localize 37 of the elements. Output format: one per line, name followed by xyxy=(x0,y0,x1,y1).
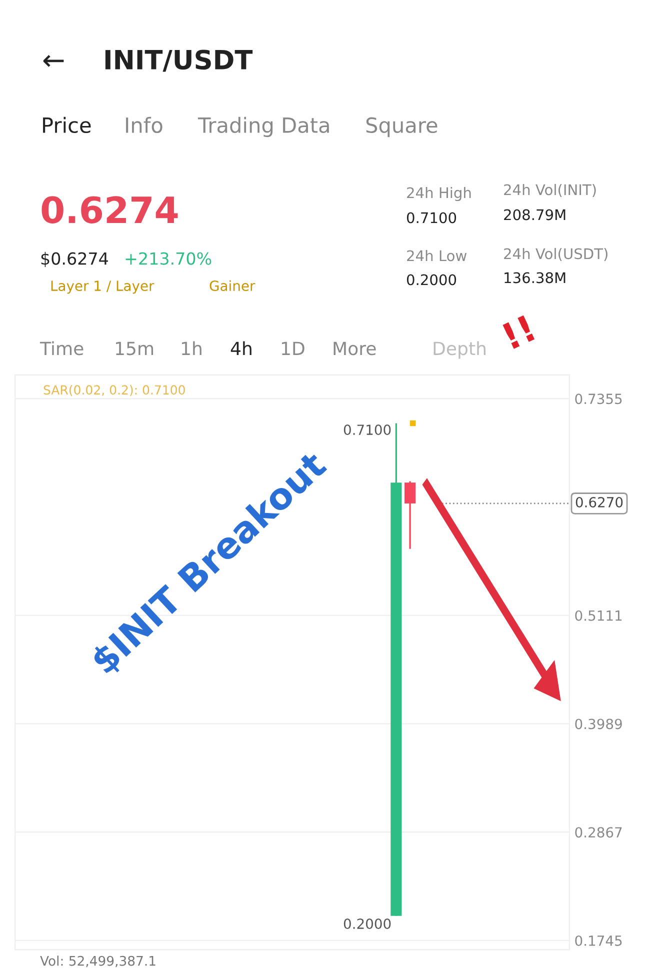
text: More xyxy=(334,342,376,356)
text: ← xyxy=(43,55,64,67)
text: Vol: 52,499,387.1 xyxy=(40,956,156,968)
text: Time xyxy=(40,341,84,356)
text: Square xyxy=(366,117,438,138)
chart-title: INIT/USDT xyxy=(105,50,253,72)
text: 4h xyxy=(230,341,252,355)
text: !! xyxy=(502,315,535,349)
text: 1h xyxy=(182,341,202,355)
annotation: SAR(0.02, 0.2): 0.7100 xyxy=(44,384,185,396)
text: 24h Vol(USDT) xyxy=(504,248,608,261)
text: +213.70% xyxy=(126,252,212,265)
text: 208.79M xyxy=(504,209,566,220)
annotation: 0.7100 xyxy=(344,424,391,436)
text: 24h Low xyxy=(407,250,467,262)
text: 24h High xyxy=(407,186,471,202)
text: Info xyxy=(126,116,162,134)
text: Gainer xyxy=(210,280,256,292)
text: Trading Data xyxy=(198,116,329,138)
text: Price xyxy=(43,116,91,134)
text: $0.6274 xyxy=(41,252,108,268)
y-tick-label: 0.1745 xyxy=(575,935,622,946)
text: 0.2000 xyxy=(406,274,456,286)
y-tick-label: 0.3989 xyxy=(575,718,622,730)
text: 15m xyxy=(116,342,154,356)
text: 0.7100 xyxy=(406,212,456,224)
text: 1D xyxy=(282,342,304,355)
text: 136.38M xyxy=(504,272,566,284)
annotation: 0.2000 xyxy=(344,918,391,930)
y-tick-label: 0.5111 xyxy=(575,610,622,621)
ref-line-label: 0.6270 xyxy=(576,496,623,508)
text: 0.6274 xyxy=(42,196,178,224)
text: 24h Vol(INIT) xyxy=(504,184,596,197)
text: Depth xyxy=(434,341,486,359)
y-tick-label: 0.2867 xyxy=(575,827,622,838)
text: Layer 1 / Layer xyxy=(51,280,154,294)
y-tick-label: 0.7355 xyxy=(575,394,622,404)
